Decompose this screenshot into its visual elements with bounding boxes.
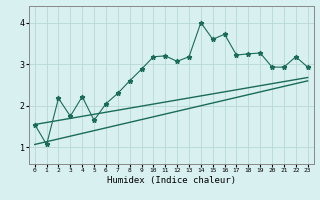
X-axis label: Humidex (Indice chaleur): Humidex (Indice chaleur) <box>107 176 236 185</box>
